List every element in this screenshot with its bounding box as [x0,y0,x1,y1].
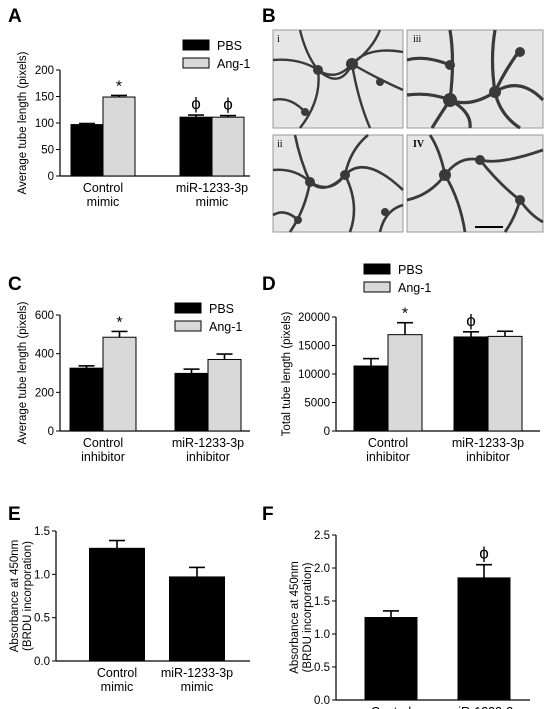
y-tick-label-f-1: 0.5 [314,662,330,674]
bar-f-0-0 [364,617,418,701]
panel-label-a: A [8,6,22,27]
category-label-e-1: miR-1233-3p mimic [161,666,233,694]
legend-swatch-a-1 [182,57,210,69]
annotation-a-1-0: ϕ [191,94,201,113]
y-tick-label-e-2: 1.0 [34,569,50,581]
bar-c-0-1 [102,336,137,432]
chart-a: 0 50 100 150 200 Average tube length (pixels)… [17,39,250,209]
y-tick-label-f-4: 2.0 [314,563,330,575]
panel-label-d: D [262,274,276,295]
legend-swatch-c-0 [174,302,202,314]
y-tick-label-e-3: 1.5 [34,526,50,538]
panel-label-e: E [8,504,21,525]
annotation-f-1-0: ϕ [479,544,489,563]
category-label-c-1: miR-1233-3p inhibitor [172,436,244,464]
bar-c-1-1 [207,358,242,432]
bar-a-0-1 [102,96,136,177]
category-label-a-0: Control mimic [83,181,123,209]
bar-a-0-0 [70,124,104,177]
category-label-d-1: miR-1233-3p inhibitor [452,436,524,464]
bar-c-0-0 [69,367,104,432]
y-tick-label-d-4: 20000 [298,312,330,324]
y-tick-label-a-4: 200 [35,65,54,77]
y-tick-label-f-3: 1.5 [314,596,330,608]
legend-label-a-1: Ang-1 [217,57,250,71]
bar-c-1-0 [174,372,209,432]
y-tick-label-c-3: 600 [35,310,54,322]
y-tick-label-d-3: 15000 [298,341,330,353]
category-label-c-0: Control inhibitor [81,436,125,464]
bar-d-1-1 [487,335,523,432]
bar-d-0-0 [353,365,389,432]
micrograph-iii: iii [406,29,545,130]
annotation-a-1-1: ϕ [223,95,233,114]
legend-label-c-0: PBS [209,302,234,316]
y-tick-label-e-1: 0.5 [34,613,50,625]
y-tick-label-c-0: 0 [48,426,54,438]
annotation-d-1-0: ϕ [466,311,476,330]
y-tick-label-d-0: 0 [324,426,330,438]
panel-label-f: F [262,504,274,525]
legend-swatch-d-1 [363,281,391,293]
y-tick-label-a-1: 50 [41,145,54,157]
y-axis-title-a: Average tube length (pixels) [17,51,29,194]
legend-swatch-d-0 [363,263,391,275]
micrograph-panel: i ii iii IV [272,29,545,233]
micrograph-label-iii: iii [413,34,422,45]
y-tick-label-c-2: 400 [35,349,54,361]
category-label-d-0: Control inhibitor [366,436,410,464]
y-tick-label-d-1: 5000 [304,398,330,410]
bar-a-1-1 [211,116,245,177]
bar-e-0-0 [89,547,145,662]
legend-label-d-0: PBS [398,263,423,277]
annotation-c-0-1: * [116,314,122,331]
bar-d-1-0 [453,336,489,432]
annotation-a-0-1: * [116,78,122,95]
chart-c: 0 200 400 600 Average tube length (pixels) * C… [17,301,250,464]
legend-swatch-a-0 [182,39,210,51]
y-tick-label-c-1: 200 [35,387,54,399]
chart-d: 0 5000 10000 15000 20000 Total tube length (p… [281,263,540,464]
bar-a-1-0 [179,116,213,177]
y-tick-label-f-0: 0.0 [314,695,330,707]
y-tick-label-f-2: 1.0 [314,629,330,641]
panel-label-b: B [262,6,276,27]
y-tick-label-a-2: 100 [35,118,54,130]
category-label-a-1: miR-1233-3p mimic [176,181,248,209]
legend-label-d-1: Ang-1 [398,281,431,295]
bar-d-0-1 [387,334,423,432]
micrograph-label-iv: IV [413,139,425,150]
y-tick-label-a-0: 0 [48,171,54,183]
legend-label-a-0: PBS [217,39,242,53]
panel-label-c: C [8,274,22,295]
y-tick-label-d-2: 10000 [298,369,330,381]
bar-f-1-0 [457,577,511,701]
legend-label-c-1: Ang-1 [209,320,242,334]
micrograph-i: i [272,29,404,129]
micrograph-label-ii: ii [277,139,283,150]
micrograph-ii: ii [272,134,404,233]
bar-e-1-0 [169,576,225,662]
y-tick-label-a-3: 150 [35,92,54,104]
micrograph-label-i: i [277,34,280,45]
legend-swatch-c-1 [174,320,202,332]
y-axis-title-d: Total tube length (pixels) [281,312,293,437]
micrograph-iv: IV [406,134,544,233]
chart-f: 0.0 0.5 1.0 1.5 2.0 2.5 Absorbance at 450nm(BR… [289,530,530,709]
category-label-e-0: Control mimic [97,666,137,694]
annotation-d-0-1: * [402,306,408,323]
y-axis-title-e: Absorbance at 450nm(BRDU incorporation) [9,540,34,653]
y-tick-label-e-0: 0.0 [34,656,50,668]
y-tick-label-f-5: 2.5 [314,530,330,542]
y-axis-title-f: Absorbance at 450nm(BRDU incorporation) [289,561,314,674]
y-axis-title-c: Average tube length (pixels) [17,301,29,444]
